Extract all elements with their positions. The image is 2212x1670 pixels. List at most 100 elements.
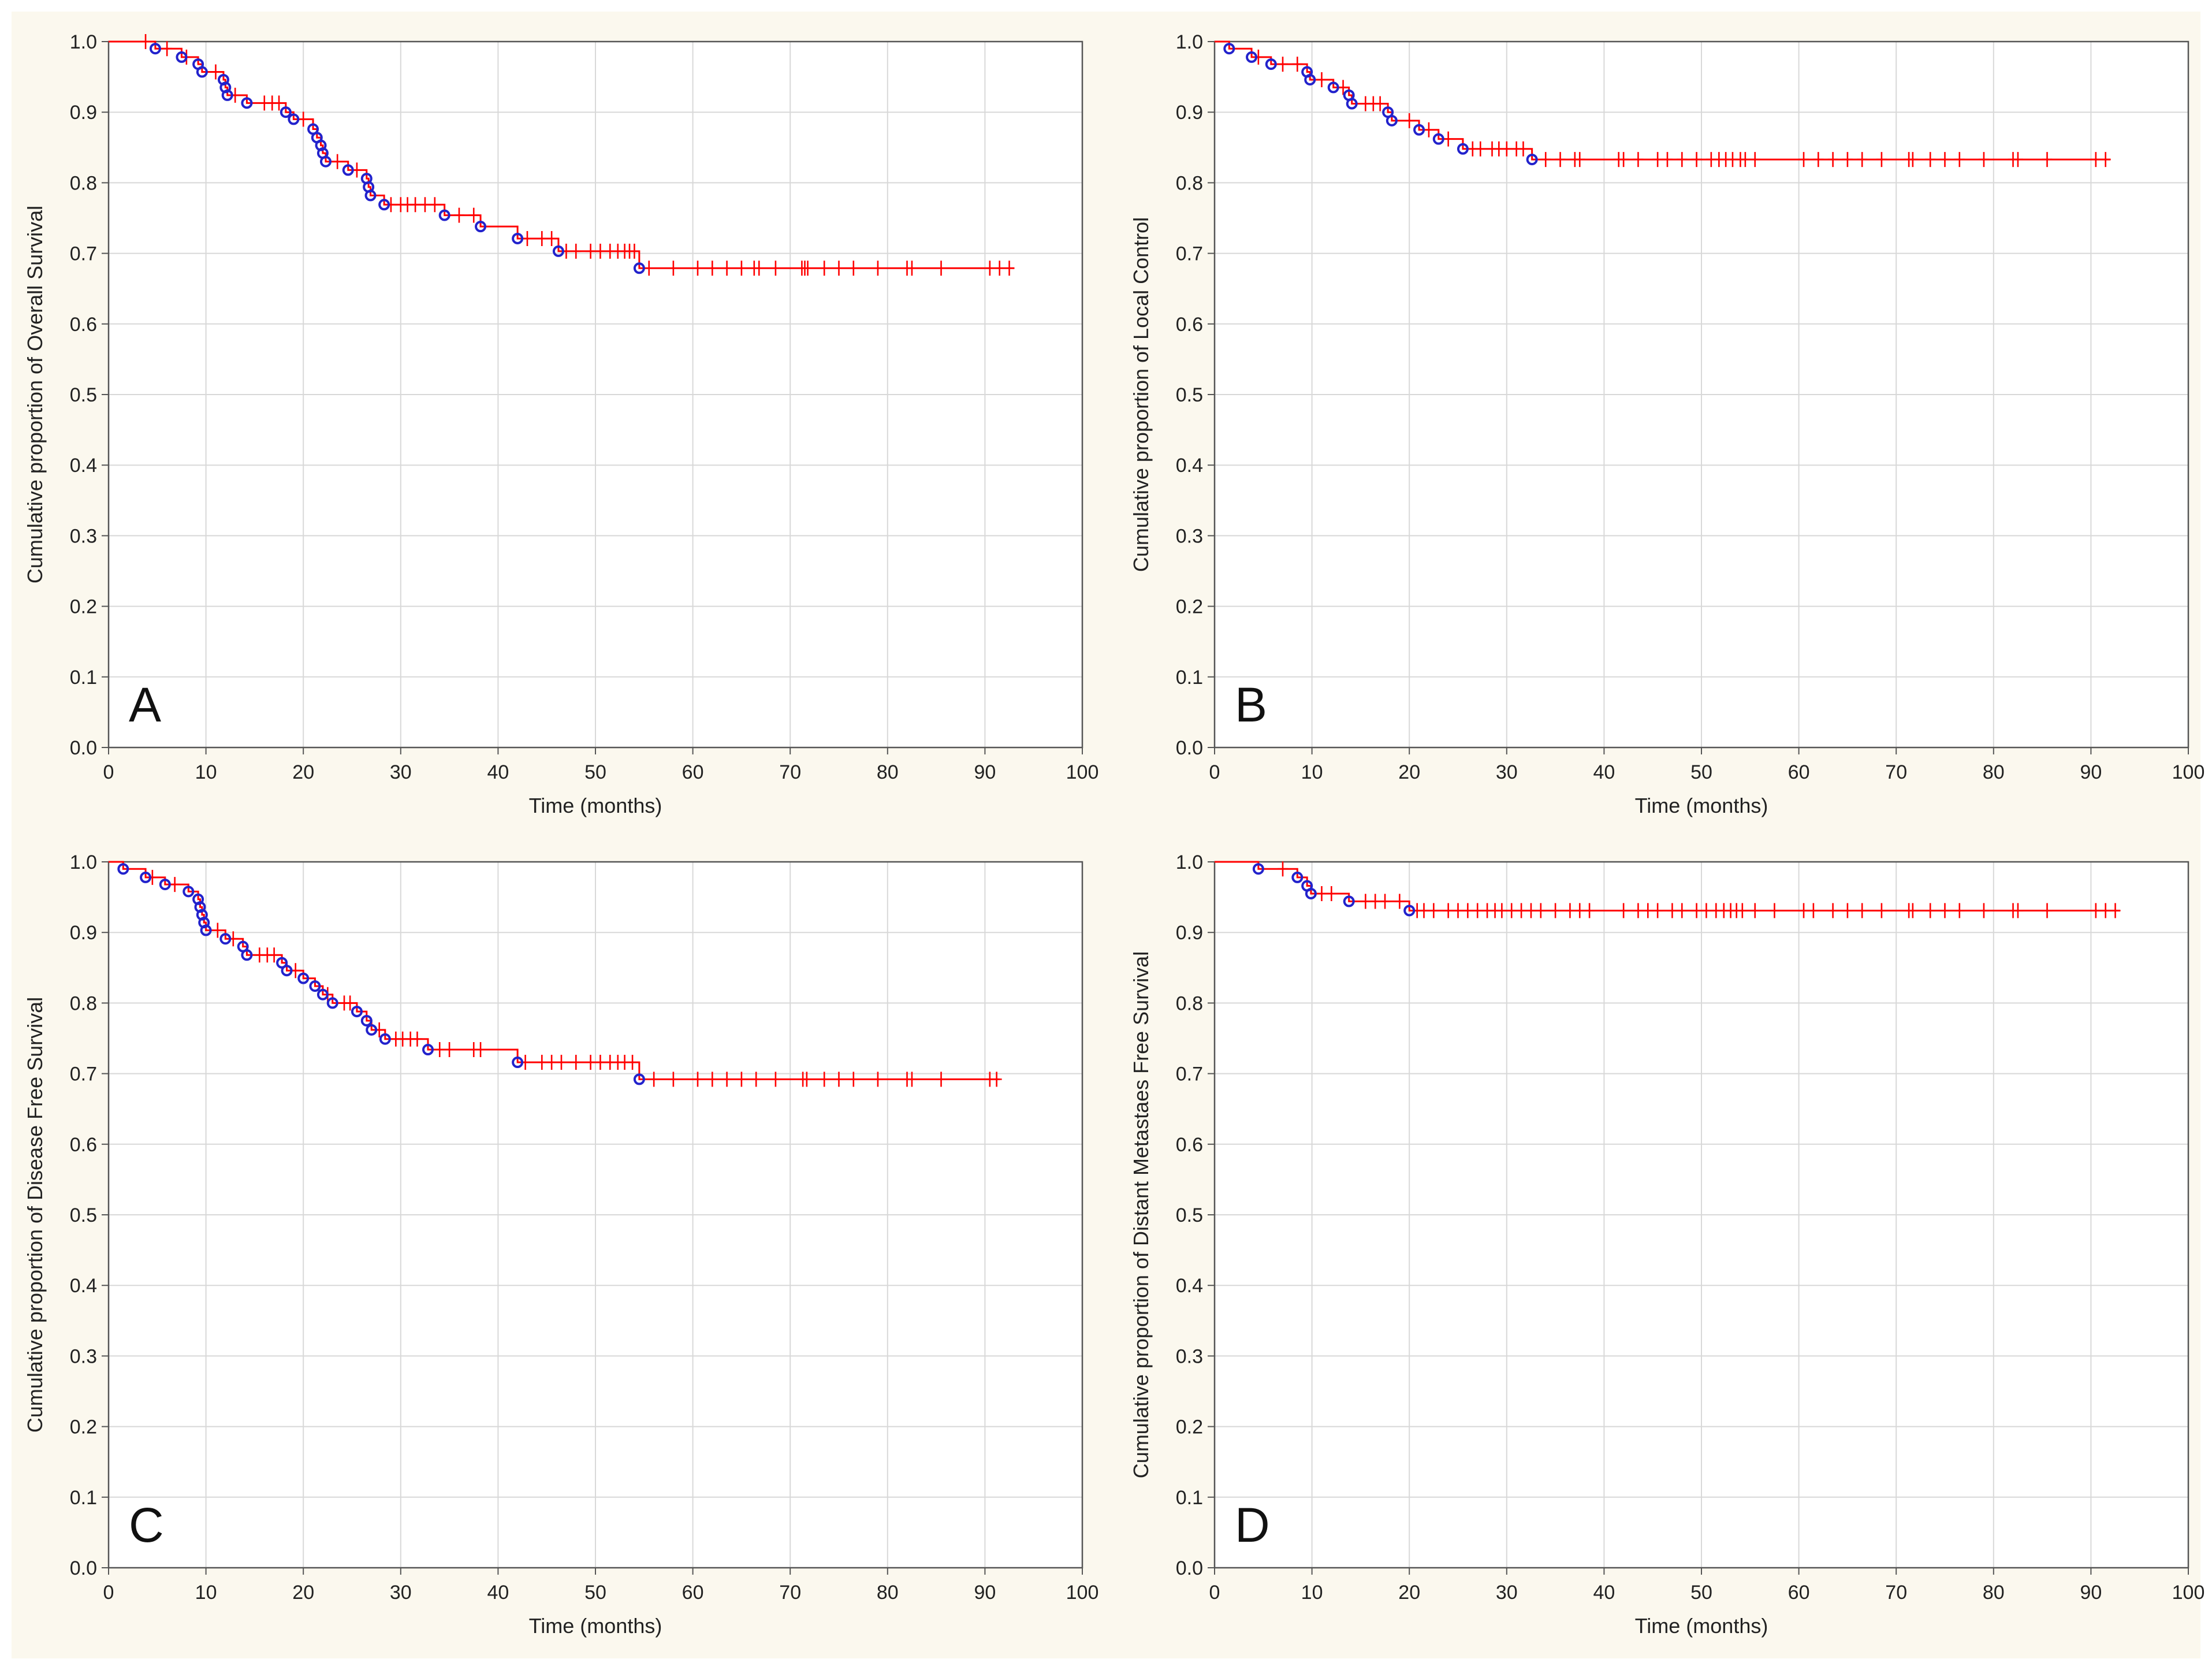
x-tick-label: 50 bbox=[1690, 761, 1712, 783]
y-tick-label: 0.9 bbox=[1176, 922, 1203, 944]
censored-mark bbox=[1798, 903, 1809, 918]
x-tick-label: 80 bbox=[877, 1582, 899, 1604]
y-tick-label: 1.0 bbox=[1176, 31, 1203, 53]
y-tick-label: 0.1 bbox=[70, 1487, 97, 1509]
censored-mark bbox=[2110, 903, 2121, 918]
event-marker bbox=[475, 221, 487, 233]
y-tick-label: 0.3 bbox=[1176, 1345, 1203, 1367]
y-tick-label: 0.6 bbox=[1176, 314, 1203, 336]
censored-mark bbox=[1737, 903, 1748, 918]
censored-mark bbox=[1925, 152, 1936, 168]
censored-mark bbox=[1662, 152, 1673, 168]
censored-mark bbox=[1565, 903, 1576, 918]
censored-mark bbox=[274, 95, 285, 111]
censored-mark bbox=[1453, 903, 1464, 918]
censored-mark bbox=[1501, 141, 1512, 157]
censored-mark bbox=[1475, 141, 1486, 157]
x-tick-label: 0 bbox=[103, 1582, 114, 1604]
y-tick-label: 0.0 bbox=[1176, 737, 1203, 759]
panel-label: C bbox=[129, 1498, 164, 1552]
y-tick-label: 0.7 bbox=[70, 243, 97, 265]
censored-mark bbox=[872, 1072, 883, 1087]
y-tick-label: 0.4 bbox=[70, 455, 97, 477]
censored-mark bbox=[833, 1072, 844, 1087]
censored-mark bbox=[2100, 152, 2111, 168]
x-tick-label: 70 bbox=[1885, 761, 1907, 783]
x-tick-label: 100 bbox=[2172, 1582, 2205, 1604]
censored-mark bbox=[585, 1055, 596, 1070]
x-tick-label: 20 bbox=[292, 761, 314, 783]
censored-mark bbox=[298, 111, 309, 127]
event-marker bbox=[297, 972, 310, 984]
y-tick-label: 0.8 bbox=[1176, 992, 1203, 1014]
censored-mark bbox=[212, 923, 223, 938]
censored-mark bbox=[1677, 903, 1688, 918]
event-marker bbox=[1291, 871, 1304, 883]
x-axis-label: Time (months) bbox=[1635, 794, 1768, 817]
y-tick-label: 0.7 bbox=[70, 1063, 97, 1085]
censored-mark bbox=[1749, 903, 1760, 918]
y-tick-label: 0.3 bbox=[70, 1345, 97, 1367]
y-tick-label: 0.4 bbox=[70, 1275, 97, 1297]
censored-mark bbox=[1907, 152, 1918, 168]
y-axis-label: Cumulative proportion of Distant Metasta… bbox=[1129, 951, 1153, 1478]
censored-mark bbox=[1004, 261, 1015, 276]
censored-mark bbox=[692, 1072, 703, 1087]
censored-mark bbox=[571, 243, 582, 259]
x-tick-label: 20 bbox=[1398, 761, 1420, 783]
censored-mark bbox=[802, 261, 813, 276]
censored-mark bbox=[410, 197, 421, 213]
event-marker bbox=[1343, 895, 1355, 907]
x-tick-label: 80 bbox=[1983, 761, 2005, 783]
censored-mark bbox=[162, 41, 173, 57]
x-tick-label: 10 bbox=[1301, 761, 1323, 783]
event-marker bbox=[241, 97, 253, 109]
censored-mark bbox=[833, 261, 844, 276]
y-axis-label: Cumulative proportion of Disease Free Su… bbox=[23, 997, 47, 1433]
y-tick-label: 1.0 bbox=[1176, 851, 1203, 873]
x-tick-label: 60 bbox=[1788, 1582, 1810, 1604]
censored-mark bbox=[649, 1072, 660, 1087]
censored-mark bbox=[1394, 894, 1405, 909]
chart-panel-c: 0 10 20 30 40 50 60 70 80 90 100 0.0 0.1 0.2 0.3 0.4 0.5… bbox=[23, 851, 1098, 1638]
censored-mark bbox=[1907, 903, 1918, 918]
y-tick-label: 0.0 bbox=[1176, 1557, 1203, 1579]
censored-mark bbox=[936, 261, 947, 276]
censored-mark bbox=[434, 1042, 445, 1058]
censored-mark bbox=[1749, 152, 1760, 168]
x-tick-label: 60 bbox=[682, 761, 704, 783]
censored-mark bbox=[1701, 903, 1712, 918]
censored-mark bbox=[1643, 903, 1654, 918]
censored-mark bbox=[147, 869, 158, 885]
event-marker bbox=[176, 51, 188, 63]
censored-mark bbox=[1316, 72, 1327, 87]
y-tick-label: 0.3 bbox=[70, 525, 97, 547]
event-marker bbox=[438, 209, 450, 221]
censored-mark bbox=[848, 261, 859, 276]
censored-mark bbox=[1618, 903, 1629, 918]
x-tick-label: 60 bbox=[682, 1582, 704, 1604]
x-tick-label: 0 bbox=[103, 761, 114, 783]
censored-mark bbox=[1876, 152, 1887, 168]
event-marker bbox=[512, 232, 524, 244]
censored-mark bbox=[1978, 903, 1989, 918]
censored-mark bbox=[1550, 903, 1561, 918]
censored-mark bbox=[1316, 886, 1327, 901]
censored-mark bbox=[1574, 903, 1585, 918]
censored-mark bbox=[453, 207, 464, 223]
censored-mark bbox=[643, 261, 654, 276]
x-tick-label: 10 bbox=[195, 761, 217, 783]
censored-mark bbox=[1540, 152, 1551, 168]
censored-mark bbox=[1360, 894, 1371, 909]
event-marker bbox=[360, 1014, 373, 1026]
x-tick-label: 50 bbox=[1690, 1582, 1712, 1604]
censored-mark bbox=[994, 261, 1005, 276]
y-tick-label: 0.6 bbox=[1176, 1134, 1203, 1156]
y-tick-label: 0.9 bbox=[1176, 102, 1203, 124]
event-marker bbox=[288, 113, 300, 125]
event-marker bbox=[1246, 51, 1258, 63]
event-marker bbox=[1386, 114, 1398, 127]
event-marker bbox=[281, 965, 293, 977]
censored-mark bbox=[1472, 903, 1483, 918]
censored-mark bbox=[1375, 96, 1386, 111]
